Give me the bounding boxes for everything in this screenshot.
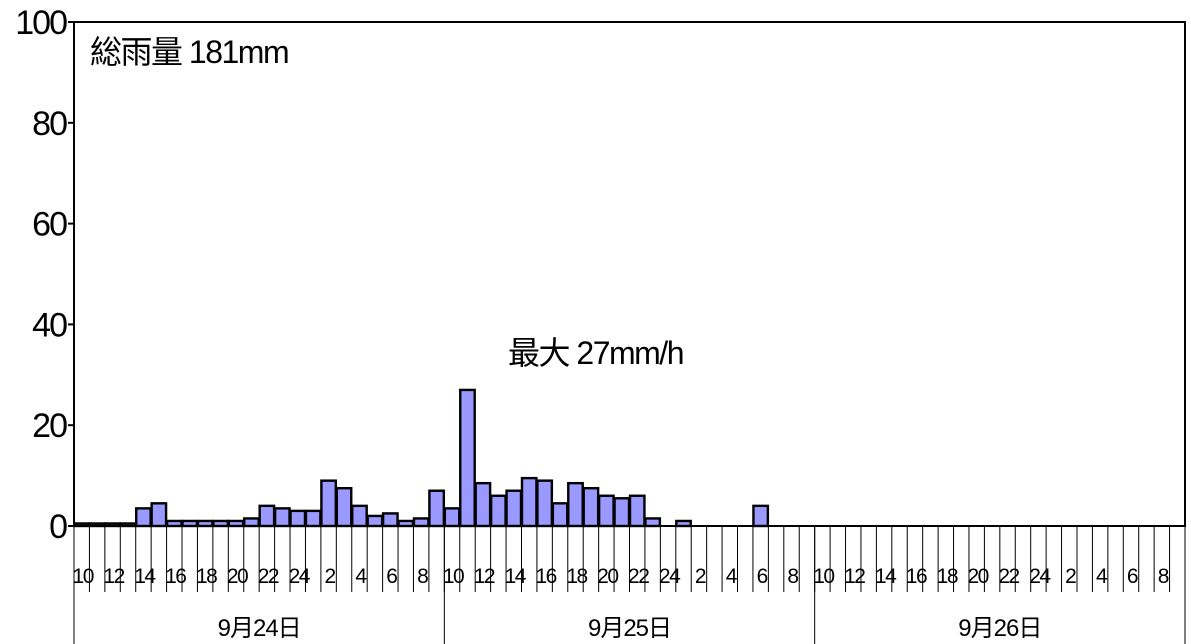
bar <box>412 517 430 528</box>
x-tick-label: 10 <box>443 565 464 588</box>
x-tick-label: 24 <box>289 565 311 588</box>
x-tick-label: 24 <box>1029 565 1051 588</box>
bar <box>289 509 307 528</box>
bar <box>320 479 338 528</box>
x-tick-label: 12 <box>474 565 495 588</box>
bar <box>258 504 276 528</box>
bar <box>644 517 662 528</box>
x-tick-label: 22 <box>258 565 279 588</box>
max-rainfall-annotation: 最大 27mm/h <box>508 335 683 371</box>
bar <box>613 497 631 528</box>
day-label: 9月25日 <box>588 615 671 642</box>
bars-layer <box>73 388 770 528</box>
x-tick-label: 18 <box>196 565 217 588</box>
x-tick-label: 22 <box>628 565 649 588</box>
x-tick-label: 20 <box>968 565 989 588</box>
bar <box>520 476 538 528</box>
x-tick-label: 20 <box>597 565 618 588</box>
bar <box>335 487 353 528</box>
bar <box>536 479 554 528</box>
bar <box>505 489 523 528</box>
x-tick-label: 20 <box>227 565 248 588</box>
bar <box>551 502 569 528</box>
y-tick-label: 20 <box>32 407 67 445</box>
bar <box>567 481 584 528</box>
bar <box>628 494 646 528</box>
x-tick-label: 22 <box>998 565 1019 588</box>
y-tick-label: 40 <box>32 306 67 344</box>
y-tick-label: 60 <box>32 206 67 244</box>
bar <box>243 517 260 528</box>
x-tick-label: 24 <box>659 565 681 588</box>
x-tick-label: 4 <box>355 565 367 588</box>
x-tick-label: 10 <box>813 565 834 588</box>
x-tick-label: 16 <box>165 565 186 588</box>
bar <box>474 481 492 528</box>
x-tick-label: 14 <box>134 565 156 588</box>
y-tick-label: 0 <box>49 508 67 546</box>
x-tick-label: 16 <box>535 565 556 588</box>
bar <box>366 514 384 528</box>
x-tick-label: 12 <box>844 565 865 588</box>
x-tick-label: 12 <box>103 565 124 588</box>
x-tick-label: 8 <box>1158 565 1169 588</box>
x-tick-label: 8 <box>417 565 428 588</box>
x-tick-label: 18 <box>937 565 958 588</box>
x-tick-label: 10 <box>73 565 94 588</box>
y-tick-label: 80 <box>32 105 67 143</box>
bar <box>582 487 600 528</box>
bar <box>752 504 770 528</box>
bar <box>381 512 399 528</box>
x-tick-label: 2 <box>1065 565 1076 588</box>
y-tick-label: 100 <box>15 4 67 42</box>
x-tick-label: 14 <box>875 565 897 588</box>
plot-frame <box>73 21 1186 527</box>
day-label: 9月24日 <box>218 615 301 642</box>
bar <box>443 507 461 528</box>
bar <box>150 502 168 528</box>
x-tick-label: 4 <box>1096 565 1108 588</box>
x-tick-label: 2 <box>325 565 336 588</box>
bar <box>597 494 615 528</box>
day-label: 9月26日 <box>958 615 1041 642</box>
bar <box>273 507 291 528</box>
bar <box>135 507 152 528</box>
bar <box>304 509 322 528</box>
x-tick-label: 16 <box>906 565 927 588</box>
x-tick-label: 18 <box>566 565 587 588</box>
bar <box>459 388 476 528</box>
x-tick-label: 4 <box>726 565 738 588</box>
bar <box>351 504 368 528</box>
x-tick-label: 2 <box>695 565 706 588</box>
total-rainfall-annotation: 総雨量 181mm <box>90 34 288 70</box>
bar <box>428 489 446 528</box>
bar <box>489 494 507 528</box>
x-tick-label: 14 <box>505 565 527 588</box>
x-tick-label: 6 <box>757 565 768 588</box>
x-tick-label: 8 <box>787 565 798 588</box>
x-tick-label: 6 <box>1127 565 1138 588</box>
x-tick-label: 6 <box>386 565 397 588</box>
